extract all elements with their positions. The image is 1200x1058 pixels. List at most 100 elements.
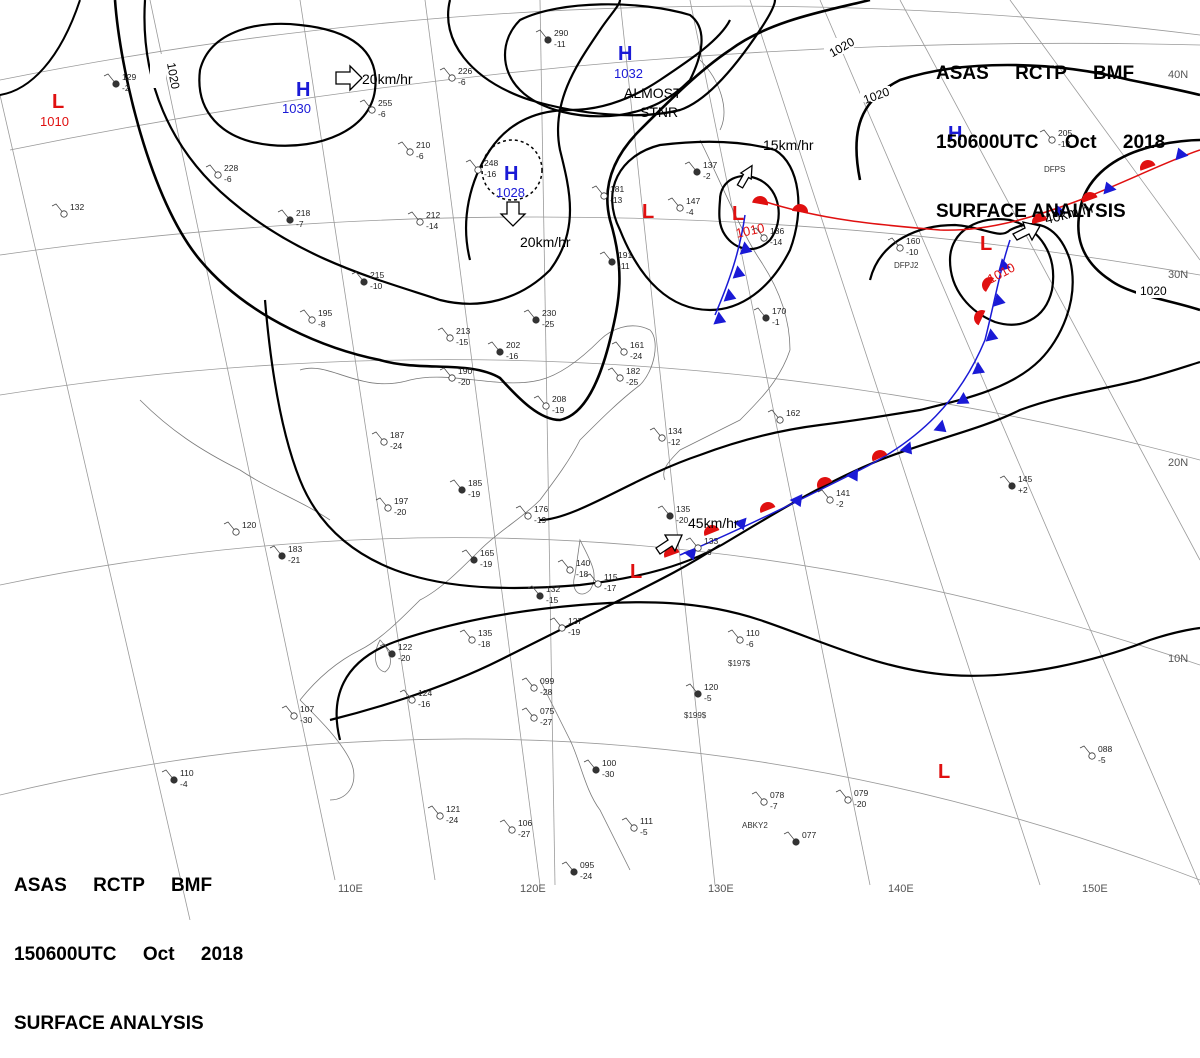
station-circle [290, 712, 298, 720]
station-circle [844, 796, 852, 804]
station-circle [1008, 482, 1016, 490]
isobar-label: 1020 [164, 61, 182, 90]
station-tendency: -20 [394, 507, 407, 517]
station-tendency: -18 [1058, 139, 1071, 149]
wind-barb [549, 617, 563, 629]
station-pressure: 135 [478, 628, 492, 638]
station-tendency: -19 [480, 559, 493, 569]
station-pressure: 129 [122, 72, 136, 82]
station-pressure: 088 [1098, 744, 1112, 754]
coastlines [139, 59, 791, 871]
station-tendency: -14 [770, 237, 783, 247]
station-tendency: -6 [704, 547, 712, 557]
station-circle [470, 556, 478, 564]
cold-front-triangle [845, 468, 859, 482]
station-plot: 107-30 [281, 704, 314, 725]
station-circle [620, 348, 628, 356]
isobars [0, 0, 1200, 741]
wind-barb [585, 573, 599, 585]
station-tendency: -14 [426, 221, 439, 231]
station-circle [694, 690, 702, 698]
station-pressure: 075 [540, 706, 554, 716]
wind-barb [817, 489, 831, 501]
station-pressure: 110 [180, 768, 194, 778]
station-tendency: -11 [618, 261, 630, 271]
wind-barb [657, 505, 671, 517]
wind-barb [103, 73, 117, 85]
low-symbol: L [980, 233, 992, 255]
station-plot: 132 [51, 202, 84, 218]
station-circle [693, 168, 701, 176]
motion-arrow-icon [655, 534, 683, 555]
station-pressure: 228 [224, 163, 238, 173]
station-plot: 115-17 [585, 572, 618, 593]
cold-front-triangle [899, 441, 913, 455]
station-tendency: -20 [458, 377, 471, 387]
station-circle [474, 166, 482, 174]
cold-front-triangle [789, 494, 803, 507]
station-circle [792, 838, 800, 846]
station-pressure: 124 [418, 688, 432, 698]
station-pressure: 208 [552, 394, 566, 404]
station-pressure: 218 [296, 208, 310, 218]
station-tendency: -19 [468, 489, 481, 499]
cold-front-triangle [933, 419, 947, 433]
warm-front-semicircle [760, 502, 776, 513]
station-plot: 147-4 [667, 196, 700, 217]
station-plot: 161-24 [611, 340, 644, 361]
station-pressure: 141 [836, 488, 850, 498]
station-pressure: 230 [542, 308, 556, 318]
station-plot: 165-19 [461, 548, 494, 569]
high-value: 1032 [614, 66, 643, 81]
station-plot: 110-4 [161, 768, 194, 789]
station-pressure: 145 [1018, 474, 1032, 484]
cold-front-triangle [1053, 204, 1067, 218]
station-plot: 129-2 [103, 72, 136, 93]
station-tendency: -21 [288, 555, 301, 565]
wind-barb [783, 831, 797, 843]
station-plot: 099-28 [521, 676, 554, 697]
front-main [679, 239, 1011, 556]
station-tendency: -5 [640, 827, 648, 837]
isobar-label-group: 1020 1020 1020 1020 [150, 35, 1170, 298]
station-tendency: -6 [458, 77, 466, 87]
station-pressure: 140 [576, 558, 590, 568]
station-pressure: 122 [398, 642, 412, 652]
station-plot: 133-6 [685, 536, 718, 557]
station-pressure: 137 [703, 160, 717, 170]
warm-front-semicircle [792, 204, 808, 214]
header-line-3: SURFACE ANALYSIS [14, 1013, 204, 1034]
station-tendency: -15 [456, 337, 469, 347]
station-pressure: 121 [446, 804, 460, 814]
station-circle [558, 624, 566, 632]
high-value: 1028 [496, 185, 525, 200]
low-symbol: L [732, 203, 744, 225]
weather-map: 1020 1020 1020 1020 H 1030 H 1032 H 1028… [0, 0, 1200, 920]
warm-front-semicircle [1140, 160, 1156, 171]
motion-label: 20km/hr [362, 71, 413, 87]
station-plot: 185-19 [449, 478, 482, 499]
low-symbol: L [938, 761, 950, 783]
station-plot: 183-21 [269, 544, 302, 565]
station-tendency: -10 [370, 281, 383, 291]
station-plot: 290-11 [535, 28, 568, 49]
station-circle [60, 210, 68, 218]
station-pressure: 255 [378, 98, 392, 108]
station-pressure: 099 [540, 676, 554, 686]
wind-barb [459, 629, 473, 641]
station-tendency: -19 [534, 515, 547, 525]
isobar-low-east [948, 217, 1055, 326]
longitude-label: 120E [520, 883, 546, 895]
station-plot: 088-5 [1079, 744, 1112, 765]
station-circle [542, 402, 550, 410]
wind-barb [371, 431, 385, 443]
station-tendency: -8 [318, 319, 326, 329]
isobar-southern [335, 601, 1200, 741]
wind-barb [527, 585, 541, 597]
cold-front-triangle [1103, 181, 1117, 195]
station-circle [446, 334, 454, 342]
station-tendency: -6 [746, 639, 754, 649]
station-tendency: -24 [630, 351, 643, 361]
graticule [0, 0, 1200, 920]
station-plot: 226-6 [439, 66, 472, 87]
